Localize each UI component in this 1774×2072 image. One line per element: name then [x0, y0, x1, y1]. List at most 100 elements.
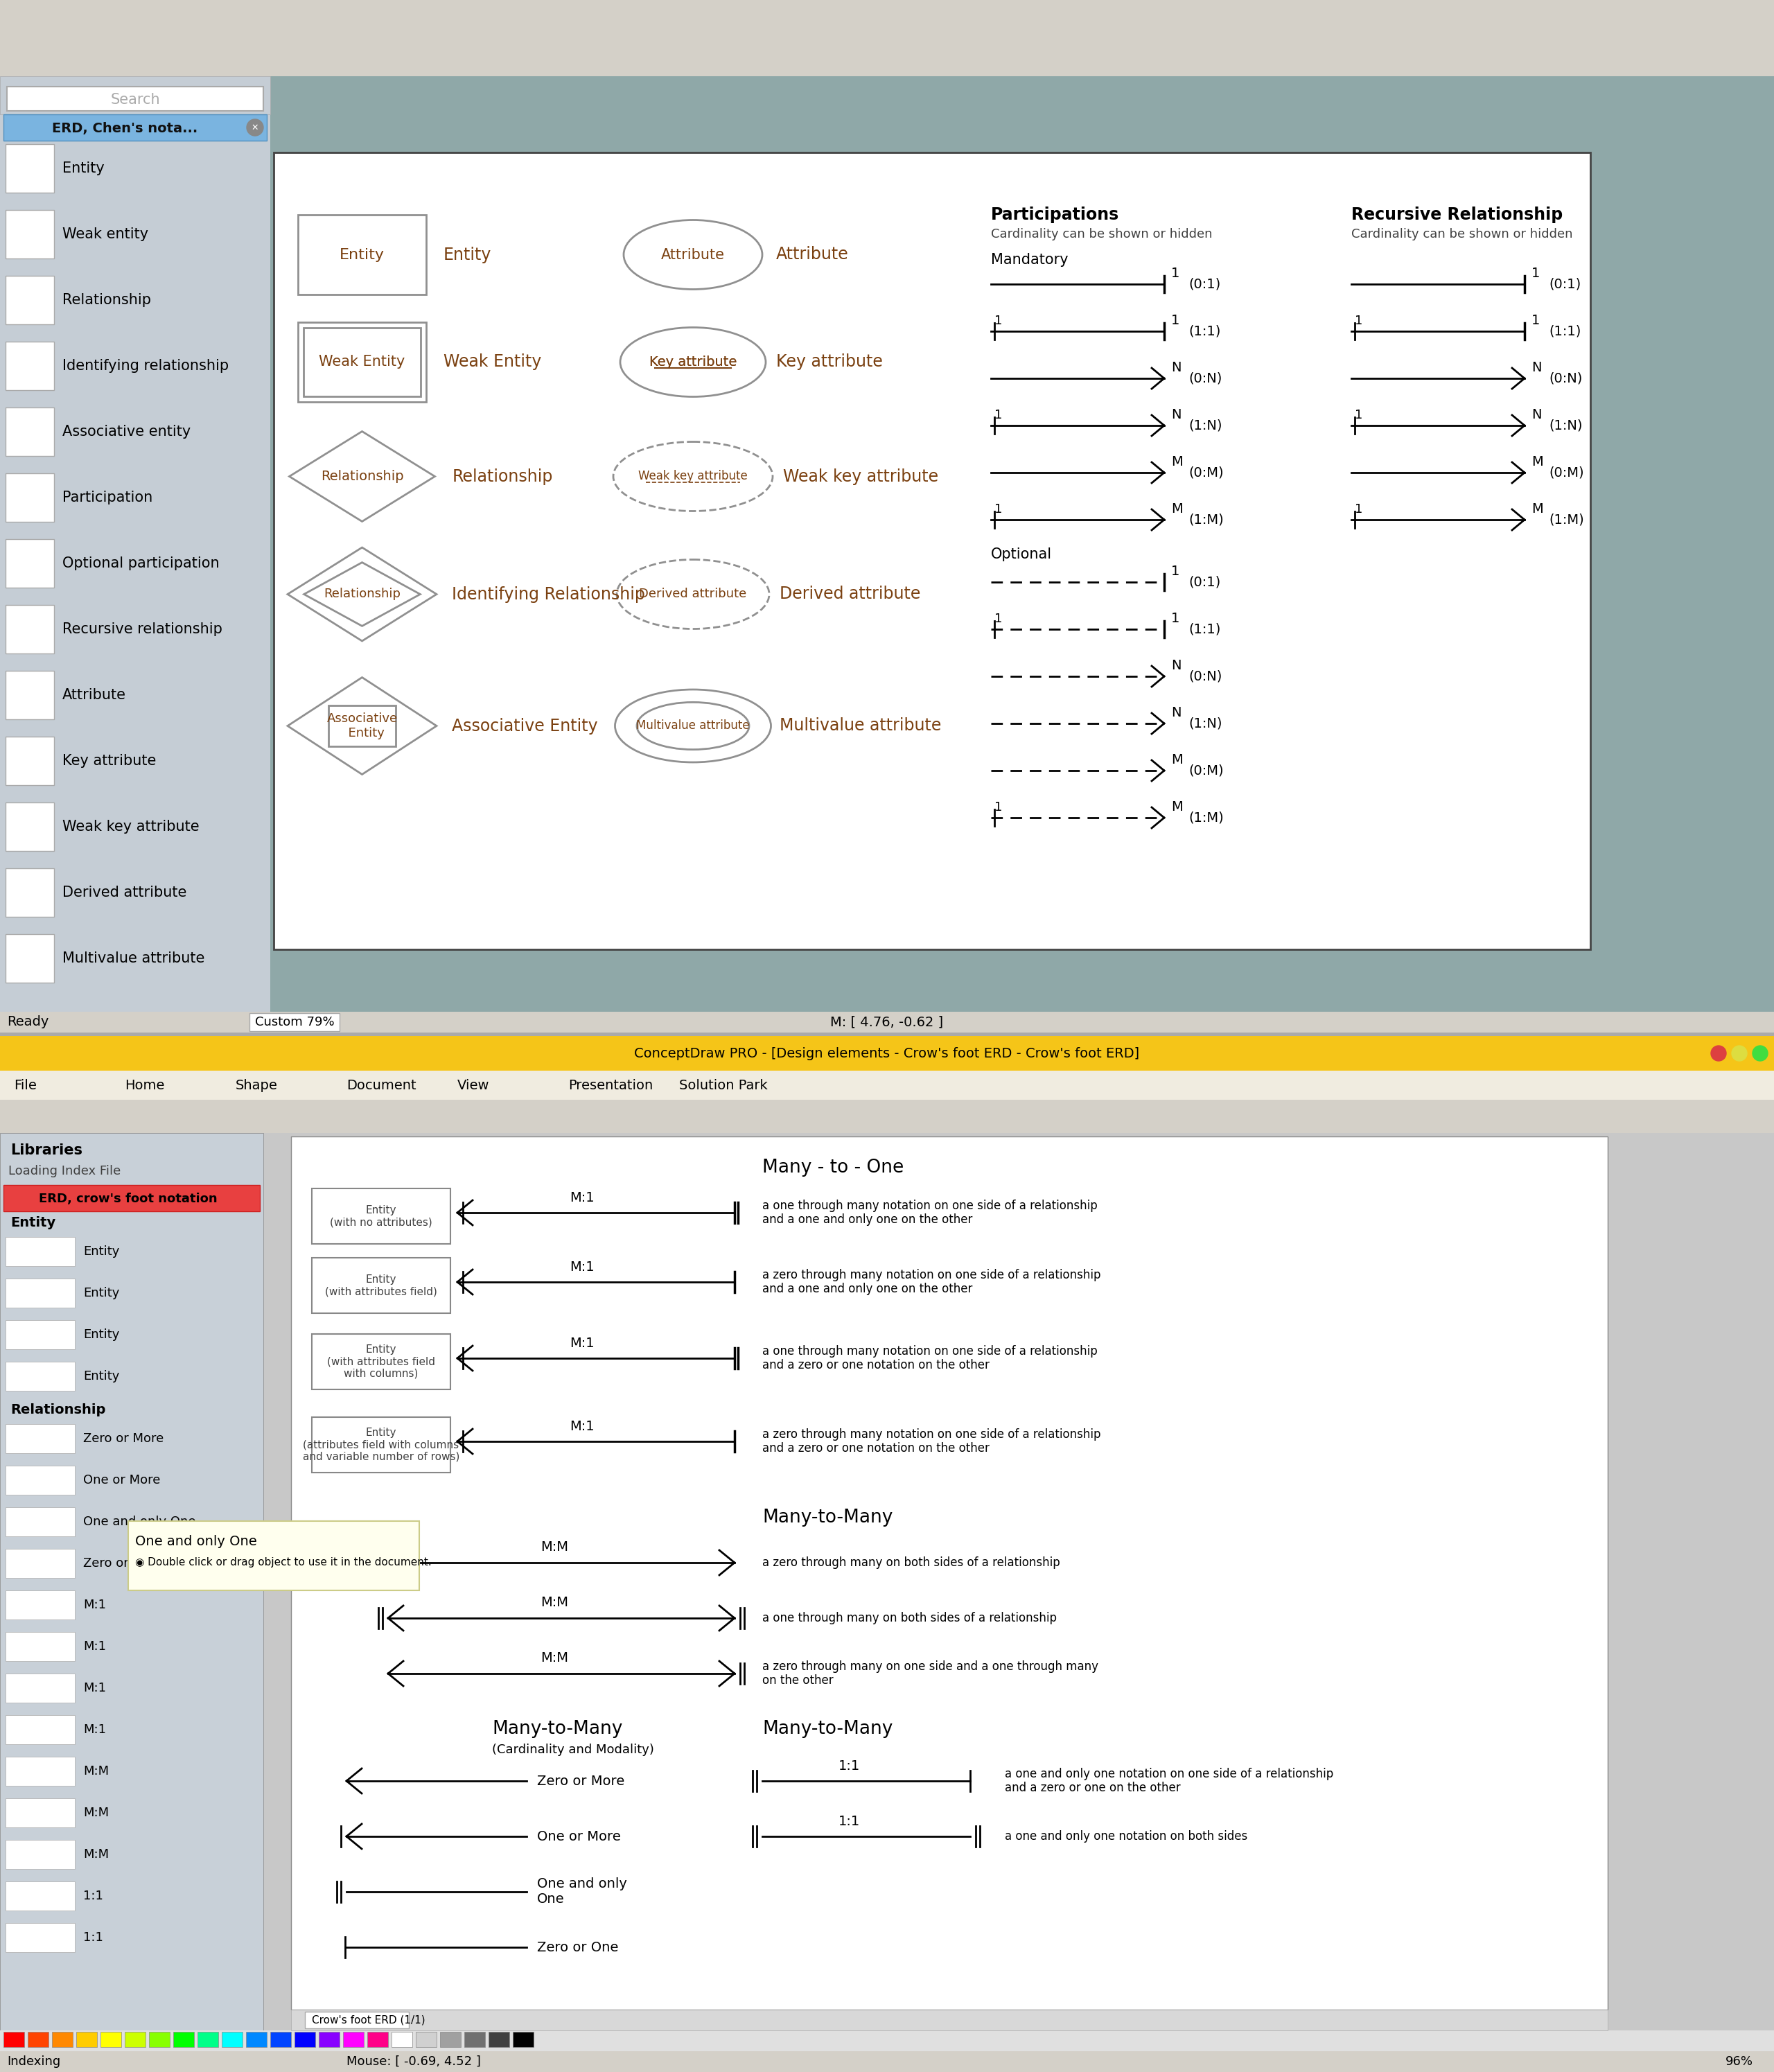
FancyBboxPatch shape: [0, 1100, 1774, 1133]
FancyBboxPatch shape: [513, 2033, 534, 2047]
Text: Weak Entity: Weak Entity: [444, 354, 541, 371]
Text: Recursive Relationship: Recursive Relationship: [1352, 207, 1563, 224]
Text: Identifying relationship: Identifying relationship: [62, 358, 229, 373]
Text: a one and only one notation on both sides: a one and only one notation on both side…: [1004, 1830, 1247, 1842]
Text: Relationship: Relationship: [11, 1403, 106, 1417]
Text: Many-to-Many: Many-to-Many: [763, 1508, 892, 1527]
Text: One and only One: One and only One: [83, 1515, 195, 1527]
Text: (0:N): (0:N): [1549, 371, 1582, 385]
Text: Derived attribute: Derived attribute: [639, 588, 747, 601]
Text: (1:1): (1:1): [1189, 325, 1221, 338]
FancyBboxPatch shape: [101, 2033, 121, 2047]
Text: N: N: [1531, 361, 1542, 375]
FancyBboxPatch shape: [5, 1591, 75, 1620]
Ellipse shape: [616, 690, 772, 762]
Text: Ready: Ready: [7, 1015, 48, 1028]
Text: Associative Entity: Associative Entity: [452, 717, 598, 733]
FancyBboxPatch shape: [5, 1548, 75, 1579]
Text: Document: Document: [346, 1080, 417, 1092]
Text: M: M: [1171, 503, 1183, 516]
Text: Loading Index File: Loading Index File: [9, 1164, 121, 1177]
Text: Relationship: Relationship: [62, 292, 151, 307]
FancyBboxPatch shape: [0, 0, 1774, 1032]
Text: Key attribute: Key attribute: [649, 356, 736, 369]
Text: Libraries: Libraries: [11, 1144, 82, 1158]
FancyBboxPatch shape: [5, 738, 53, 785]
Text: M:M: M:M: [541, 1651, 568, 1666]
Text: a zero through many on both sides of a relationship: a zero through many on both sides of a r…: [763, 1556, 1061, 1569]
Text: Weak key attribute: Weak key attribute: [62, 821, 199, 833]
Text: M: M: [1531, 456, 1543, 468]
Text: Solution Park: Solution Park: [679, 1080, 768, 1092]
Text: M:1: M:1: [569, 1336, 594, 1349]
FancyBboxPatch shape: [415, 2033, 436, 2047]
Text: M:M: M:M: [83, 1848, 108, 1861]
Text: 1: 1: [1355, 408, 1362, 421]
Text: M:M: M:M: [83, 1765, 108, 1778]
Text: (0:1): (0:1): [1189, 278, 1221, 290]
FancyBboxPatch shape: [5, 1798, 75, 1828]
Text: Presentation: Presentation: [568, 1080, 653, 1092]
Text: Entity: Entity: [62, 162, 105, 176]
Text: Associative
  Entity: Associative Entity: [326, 713, 397, 740]
Text: (1:M): (1:M): [1189, 514, 1224, 526]
FancyBboxPatch shape: [0, 2031, 1774, 2051]
Text: 1: 1: [1531, 267, 1540, 280]
Text: Attribute: Attribute: [62, 688, 126, 702]
Circle shape: [1731, 1046, 1747, 1061]
FancyBboxPatch shape: [5, 209, 53, 259]
Text: a one through many notation on one side of a relationship
and a one and only one: a one through many notation on one side …: [763, 1200, 1098, 1227]
FancyBboxPatch shape: [488, 2033, 509, 2047]
Text: M:1: M:1: [83, 1724, 106, 1736]
Text: Mandatory: Mandatory: [992, 253, 1068, 267]
Text: M:1: M:1: [569, 1191, 594, 1204]
FancyBboxPatch shape: [5, 1506, 75, 1535]
FancyBboxPatch shape: [5, 1320, 75, 1349]
Text: (1:M): (1:M): [1189, 810, 1224, 825]
Ellipse shape: [621, 327, 766, 396]
Text: Attribute: Attribute: [777, 247, 848, 263]
Text: M:1: M:1: [83, 1682, 106, 1695]
FancyBboxPatch shape: [124, 2033, 145, 2047]
Text: Multivalue attribute: Multivalue attribute: [62, 951, 204, 966]
Text: Attribute: Attribute: [662, 249, 726, 261]
FancyBboxPatch shape: [270, 2033, 291, 2047]
Text: Entity
(with no attributes): Entity (with no attributes): [330, 1206, 433, 1227]
Circle shape: [1710, 1046, 1726, 1061]
Text: 1: 1: [1171, 611, 1180, 626]
FancyBboxPatch shape: [298, 323, 426, 402]
Text: (1:N): (1:N): [1189, 717, 1222, 729]
FancyBboxPatch shape: [51, 2033, 73, 2047]
FancyBboxPatch shape: [367, 2033, 389, 2047]
Text: Many - to - One: Many - to - One: [763, 1158, 903, 1177]
FancyBboxPatch shape: [5, 1278, 75, 1307]
FancyBboxPatch shape: [5, 802, 53, 852]
Text: 1:1: 1:1: [83, 1931, 103, 1944]
Text: 1: 1: [1171, 566, 1180, 578]
Text: 1: 1: [995, 613, 1002, 626]
Text: 96%: 96%: [1726, 2055, 1753, 2068]
FancyBboxPatch shape: [312, 1258, 451, 1314]
FancyBboxPatch shape: [76, 2033, 98, 2047]
Text: Entity: Entity: [83, 1245, 119, 1258]
Text: View: View: [458, 1080, 490, 1092]
Text: Search: Search: [110, 93, 160, 108]
Text: N: N: [1171, 707, 1181, 719]
Polygon shape: [289, 431, 435, 522]
Text: ERD, crow's foot notation: ERD, crow's foot notation: [39, 1193, 218, 1206]
Text: M:1: M:1: [569, 1419, 594, 1432]
Text: M: M: [1171, 800, 1183, 814]
FancyBboxPatch shape: [291, 1135, 1607, 2010]
FancyBboxPatch shape: [5, 1633, 75, 1662]
Text: M:M: M:M: [541, 1595, 568, 1610]
Text: Key attribute: Key attribute: [649, 356, 736, 369]
Text: 1: 1: [995, 408, 1002, 421]
Text: Participations: Participations: [992, 207, 1119, 224]
Text: Zero or More: Zero or More: [538, 1774, 624, 1788]
Text: Entity: Entity: [83, 1328, 119, 1341]
Text: a one through many notation on one side of a relationship
and a zero or one nota: a one through many notation on one side …: [763, 1345, 1098, 1372]
Text: Many-to-Many: Many-to-Many: [763, 1720, 892, 1738]
FancyBboxPatch shape: [7, 87, 263, 112]
FancyBboxPatch shape: [4, 114, 266, 141]
Circle shape: [972, 1774, 988, 1788]
